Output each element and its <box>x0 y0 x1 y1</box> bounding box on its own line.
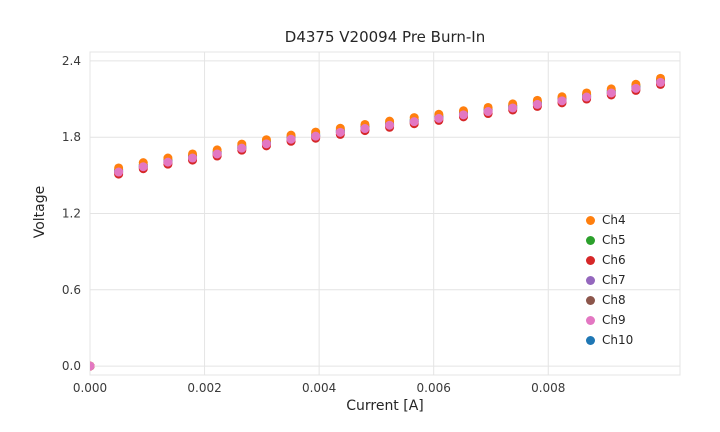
legend-item-ch5: Ch5 <box>586 234 633 246</box>
data-point-ch9 <box>212 149 222 159</box>
legend-label: Ch4 <box>602 213 626 227</box>
data-point-ch9 <box>606 88 616 98</box>
chart-title: D4375 V20094 Pre Burn-In <box>284 28 486 46</box>
data-point-ch9 <box>286 134 296 144</box>
data-point-ch9 <box>532 99 542 109</box>
data-point-ch9 <box>508 103 518 113</box>
data-point-ch9 <box>483 107 493 117</box>
legend-item-ch6: Ch6 <box>586 254 633 266</box>
legend-item-ch9: Ch9 <box>586 314 633 326</box>
data-point-ch9 <box>335 127 345 137</box>
legend-item-ch4: Ch4 <box>586 214 633 226</box>
data-point-ch9 <box>458 110 468 120</box>
legend: Ch4 Ch5 Ch6 Ch7 Ch8 Ch9 Ch10 <box>586 214 633 346</box>
y-tick-label: 1.8 <box>62 130 81 144</box>
legend-marker-ch4 <box>586 215 595 225</box>
data-point-ch9 <box>360 124 370 134</box>
data-point-ch9 <box>656 77 666 87</box>
data-point-ch9 <box>311 131 321 141</box>
data-point-ch9 <box>385 120 395 130</box>
legend-label: Ch9 <box>602 313 626 327</box>
legend-marker-ch10 <box>586 335 595 345</box>
x-tick-label: 0.004 <box>302 381 336 395</box>
plot-frame <box>89 51 681 376</box>
legend-marker-ch8 <box>586 295 595 305</box>
x-tick-label: 0.008 <box>531 381 565 395</box>
data-point-ch9 <box>631 83 641 93</box>
x-tick-label: 0.000 <box>73 381 107 395</box>
legend-label: Ch7 <box>602 273 626 287</box>
data-point-ch9 <box>557 96 567 106</box>
y-axis-label: Voltage <box>32 185 48 239</box>
data-point-ch9 <box>237 143 247 153</box>
data-point-ch9 <box>138 162 148 172</box>
data-point-ch9 <box>188 153 198 163</box>
data-point-ch9 <box>90 361 95 371</box>
legend-label: Ch5 <box>602 233 626 247</box>
legend-marker-ch5 <box>586 235 595 245</box>
data-point-ch9 <box>582 92 592 102</box>
legend-label: Ch8 <box>602 293 626 307</box>
legend-marker-ch9 <box>586 315 595 325</box>
data-point-ch9 <box>261 139 271 149</box>
x-axis-label: Current [A] <box>346 398 424 414</box>
legend-label: Ch6 <box>602 253 626 267</box>
legend-item-ch8: Ch8 <box>586 294 633 306</box>
y-tick-label: 2.4 <box>62 54 81 68</box>
data-point-ch9 <box>409 117 419 127</box>
y-tick-label: 1.2 <box>62 207 81 221</box>
data-point-ch9 <box>114 167 124 177</box>
legend-marker-ch7 <box>586 275 595 285</box>
data-point-ch9 <box>434 113 444 123</box>
x-tick-label: 0.002 <box>187 381 221 395</box>
legend-item-ch10: Ch10 <box>586 334 633 346</box>
y-tick-label: 0.6 <box>62 283 81 297</box>
data-points-layer <box>90 73 666 371</box>
x-tick-label: 0.006 <box>417 381 451 395</box>
data-point-ch9 <box>163 157 173 167</box>
legend-label: Ch10 <box>602 333 634 347</box>
y-tick-label: 0.0 <box>62 359 81 373</box>
legend-item-ch7: Ch7 <box>586 274 633 286</box>
legend-marker-ch6 <box>586 255 595 265</box>
